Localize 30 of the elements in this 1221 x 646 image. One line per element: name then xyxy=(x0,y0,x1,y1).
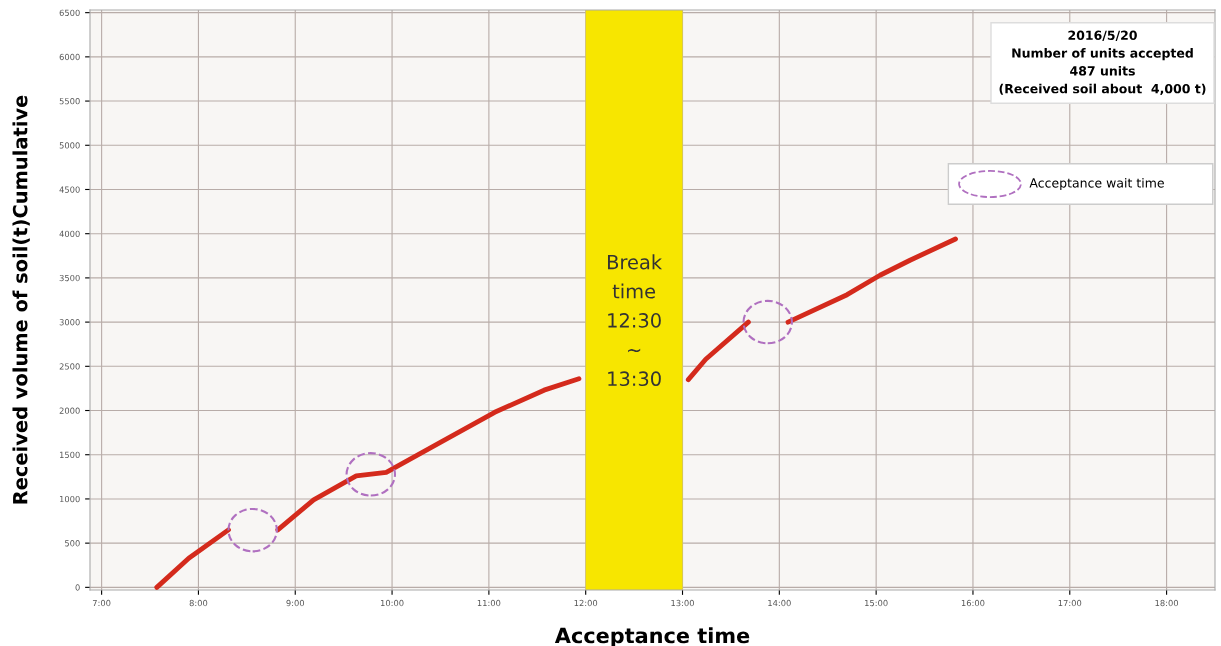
y-tick-label: 4000 xyxy=(59,230,80,237)
x-tick-label: 7:00 xyxy=(92,599,111,607)
x-tick-label: 13:00 xyxy=(671,599,694,607)
x-tick-label: 10:00 xyxy=(380,599,404,607)
y-tick-label: 5500 xyxy=(59,98,80,105)
y-tick-label: 6500 xyxy=(59,9,80,16)
y-tick-label: 0 xyxy=(75,584,80,591)
y-tick-label: 3000 xyxy=(59,319,80,326)
y-tick-label: 5000 xyxy=(59,142,80,149)
y-tick-label: 1500 xyxy=(59,451,80,459)
y-tick-label: 1000 xyxy=(59,495,80,503)
y-tick-label: 2000 xyxy=(59,407,80,414)
x-tick-label: 11:00 xyxy=(477,599,501,607)
x-tick-label: 9:00 xyxy=(286,599,305,607)
x-tick-label: 18:00 xyxy=(1155,599,1179,607)
annotation: Acceptance wait time xyxy=(1029,177,1164,191)
y-tick-label: 500 xyxy=(65,540,80,547)
x-tick-label: 16:00 xyxy=(961,599,985,607)
x-tick-label: 8:00 xyxy=(189,599,208,607)
x-tick-label: 12:00 xyxy=(574,599,598,607)
y-axis-title: Received volume of soil(t)Cumulative xyxy=(12,95,30,504)
x-tick-label: 15:00 xyxy=(865,599,888,607)
x-tick-label: 17:00 xyxy=(1058,599,1082,607)
band-label: Break time 12:30 ~ 13:30 xyxy=(607,254,663,387)
x-tick-label: 14:00 xyxy=(768,599,791,607)
y-tick-label: 2500 xyxy=(59,363,80,370)
y-tick-label: 4500 xyxy=(59,186,80,193)
y-tick-label: 6000 xyxy=(59,53,80,61)
y-tick-label: 3500 xyxy=(59,274,80,282)
annotation: 2016/5/20 Number of units accepted 487 units (Received soil about 4,000 t) xyxy=(999,30,1206,95)
